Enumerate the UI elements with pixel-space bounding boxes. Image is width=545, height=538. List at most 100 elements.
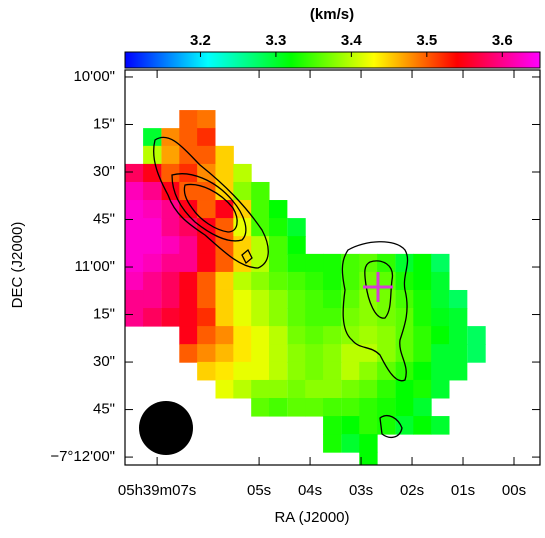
heatmap-cell xyxy=(323,326,342,345)
heatmap-cell xyxy=(341,416,360,435)
heatmap-cell xyxy=(215,361,234,381)
heatmap-cell xyxy=(161,181,180,201)
heatmap-cell xyxy=(179,253,198,273)
heatmap-cell xyxy=(413,326,432,345)
heatmap-cell xyxy=(161,218,180,237)
heatmap-cell xyxy=(233,344,252,363)
y-tick-label: 15" xyxy=(93,115,115,132)
heatmap-cell xyxy=(197,128,216,147)
heatmap-cell xyxy=(377,379,396,399)
heatmap-cell xyxy=(197,361,216,381)
heatmap-cell xyxy=(233,218,252,237)
heatmap-cell xyxy=(431,379,450,399)
heatmap-cell xyxy=(233,361,252,381)
heatmap-cell xyxy=(215,200,234,219)
heatmap-cell xyxy=(323,271,342,291)
heatmap-cell xyxy=(448,361,468,381)
heatmap-cell xyxy=(341,398,360,417)
heatmap-cell xyxy=(269,200,288,219)
heatmap-cell xyxy=(323,361,342,381)
heatmap-cell xyxy=(179,344,198,363)
heatmap-cell xyxy=(125,181,144,201)
heatmap-cell xyxy=(377,344,396,363)
heatmap-cell xyxy=(341,379,360,399)
heatmap-cell xyxy=(359,416,378,435)
heatmap-cell xyxy=(359,451,378,465)
heatmap-cell xyxy=(215,326,234,345)
heatmap-cell xyxy=(143,145,162,165)
heatmap-cell xyxy=(323,434,342,453)
heatmap-cell xyxy=(251,271,270,291)
heatmap-cell xyxy=(395,416,414,435)
colorbar-tick-label: 3.5 xyxy=(416,32,437,49)
heatmap-cell xyxy=(251,236,270,255)
heatmap-cell xyxy=(215,271,234,291)
x-axis-label: RA (J2000) xyxy=(274,509,349,526)
heatmap-cell xyxy=(197,218,216,237)
heatmap-cell xyxy=(323,253,342,273)
heatmap-cell xyxy=(287,361,306,381)
position-marker xyxy=(363,272,393,302)
heatmap-cell xyxy=(161,145,180,165)
heatmap-cell xyxy=(215,289,234,309)
heatmap-cell xyxy=(359,379,378,399)
heatmap-cell xyxy=(125,163,144,183)
heatmap-cell xyxy=(413,289,432,309)
heatmap-cell xyxy=(179,110,198,129)
heatmap-cell xyxy=(431,361,450,381)
heatmap-cell xyxy=(179,163,198,183)
heatmap-cell xyxy=(215,379,234,399)
heatmap-cell xyxy=(197,200,216,219)
heatmap-cell xyxy=(413,308,432,327)
heatmap-cell xyxy=(305,398,324,417)
heatmap-cell xyxy=(269,344,288,363)
heatmap-cell xyxy=(215,308,234,327)
heatmap-cell xyxy=(233,271,252,291)
heatmap-cell xyxy=(287,236,306,255)
heatmap-cell xyxy=(143,289,162,309)
beam xyxy=(139,401,193,455)
heatmap-cell xyxy=(269,289,288,309)
heatmap-cell xyxy=(341,308,360,327)
heatmap-cell xyxy=(251,289,270,309)
heatmap-cell xyxy=(448,326,468,345)
heatmap-cell xyxy=(341,344,360,363)
x-tick-label: 05h39m07s xyxy=(118,482,196,499)
heatmap-cell xyxy=(305,289,324,309)
heatmap-cell xyxy=(197,236,216,255)
heatmap-cell xyxy=(179,218,198,237)
heatmap-cell xyxy=(359,308,378,327)
heatmap-cell xyxy=(341,271,360,291)
heatmap-cell xyxy=(215,218,234,237)
heatmap-cell xyxy=(359,434,378,453)
heatmap-cell xyxy=(269,218,288,237)
heatmap-cell xyxy=(125,289,144,309)
heatmap-cell xyxy=(269,379,288,399)
heatmap-cell xyxy=(161,200,180,219)
heatmap-cell xyxy=(251,308,270,327)
heatmap-cell xyxy=(233,379,252,399)
heatmap-cell xyxy=(233,253,252,273)
heatmap-cell xyxy=(431,289,450,309)
heatmap-cell xyxy=(179,128,198,147)
heatmap-cell xyxy=(448,344,468,363)
heatmap-cell xyxy=(431,326,450,345)
x-tick-label: 00s xyxy=(502,482,526,499)
heatmap-cell xyxy=(233,200,252,219)
heatmap-cell xyxy=(287,344,306,363)
contours xyxy=(153,136,409,439)
heatmap-cell xyxy=(197,271,216,291)
heatmap-cell xyxy=(269,361,288,381)
y-tick-label: 45" xyxy=(93,401,115,418)
heatmap-cell xyxy=(197,344,216,363)
heatmap-cell xyxy=(413,253,432,273)
heatmap-cell xyxy=(377,361,396,381)
heatmap-cell xyxy=(233,181,252,201)
heatmap-cell xyxy=(377,398,396,417)
heatmap-cell xyxy=(251,344,270,363)
heatmap-cell xyxy=(215,253,234,273)
heatmap-cell xyxy=(251,253,270,273)
heatmap-cell xyxy=(143,181,162,201)
heatmap-cell xyxy=(341,361,360,381)
